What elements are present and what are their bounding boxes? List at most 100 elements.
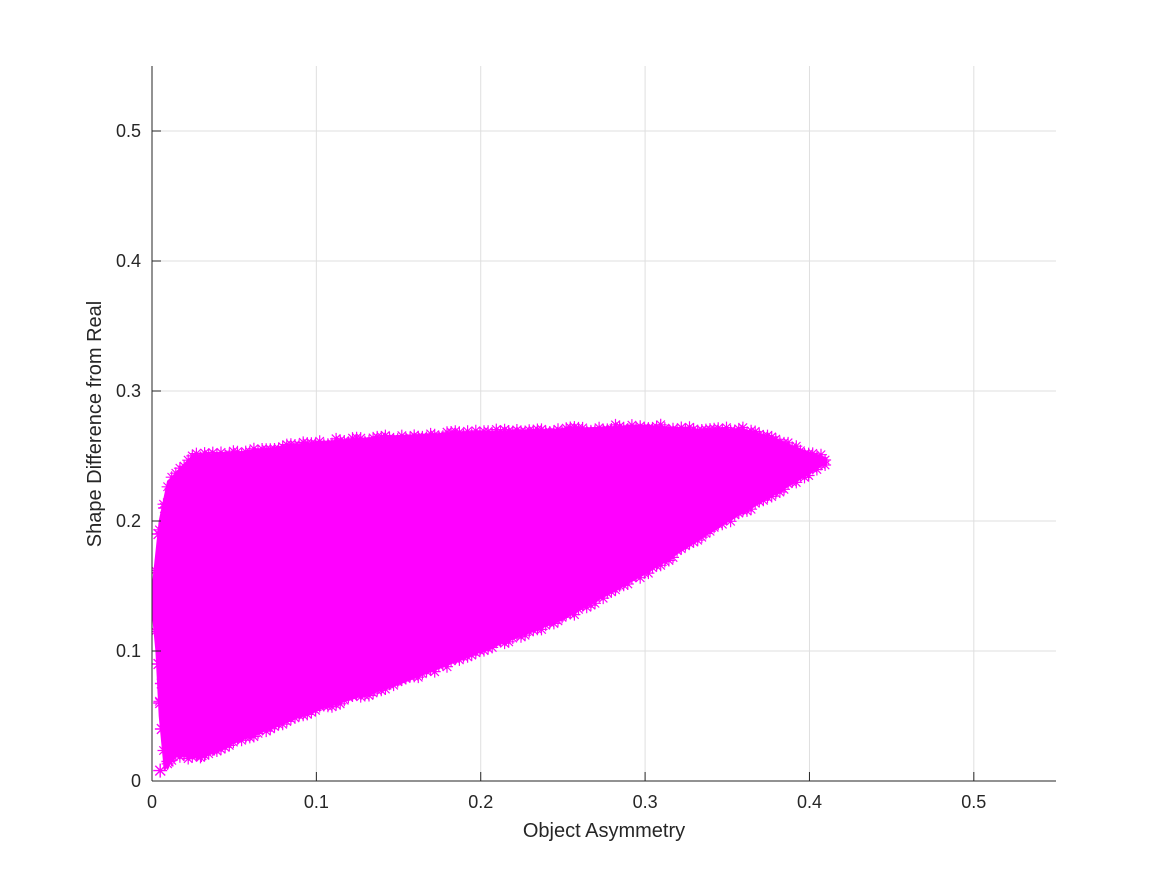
data-point [699, 527, 712, 540]
data-point [490, 636, 503, 649]
data-point [593, 590, 606, 603]
data-point [305, 706, 318, 719]
data-point [625, 419, 638, 432]
data-point [728, 508, 741, 521]
data-point [580, 601, 593, 614]
data-point [194, 748, 209, 762]
data-point [428, 665, 441, 678]
data-point [169, 467, 182, 480]
data-point [219, 741, 232, 754]
data-point [272, 442, 285, 455]
data-point [152, 579, 164, 593]
data-point [227, 696, 242, 710]
data-point [330, 432, 343, 445]
data-point [161, 480, 174, 493]
data-point [379, 429, 392, 442]
data-point [177, 735, 192, 749]
data-point [469, 424, 482, 437]
data-point [420, 665, 433, 677]
data-point [634, 420, 647, 433]
data-point [153, 523, 166, 536]
data-point [154, 553, 169, 567]
data-point [235, 448, 248, 461]
data-point [424, 663, 437, 676]
data-point [152, 564, 162, 577]
data-point [794, 444, 807, 457]
data-point [194, 702, 209, 717]
data-point [383, 431, 396, 444]
data-point [650, 420, 663, 433]
data-point [769, 487, 782, 500]
data-point [354, 690, 367, 703]
data-point [819, 459, 832, 471]
axes [151, 66, 1056, 782]
data-point [687, 423, 700, 436]
data-point [197, 728, 212, 743]
data-point [745, 424, 758, 437]
data-point [749, 425, 762, 438]
data-point [164, 631, 179, 645]
data-point [342, 691, 355, 704]
data-point [383, 678, 396, 691]
data-point [482, 425, 495, 438]
data-point [173, 750, 186, 763]
data-point [593, 421, 606, 434]
data-point [289, 711, 301, 724]
data-point [675, 542, 688, 555]
data-point [790, 476, 803, 489]
data-point [736, 421, 749, 434]
data-point [330, 698, 343, 711]
x-tick-label: 0.5 [961, 792, 986, 812]
data-point [510, 628, 523, 641]
data-point [691, 424, 704, 437]
data-point [798, 471, 811, 484]
data-point [519, 425, 532, 438]
data-point [326, 700, 338, 713]
data-point [547, 617, 560, 630]
data-point [773, 486, 786, 498]
data-point [153, 763, 168, 778]
data-point [753, 428, 766, 441]
data-point [305, 437, 318, 450]
data-point [177, 618, 192, 632]
data-point [210, 715, 225, 730]
data-point [732, 507, 745, 520]
data-point [469, 646, 482, 659]
data-point [416, 667, 429, 680]
data-point [367, 687, 380, 699]
data-point [445, 426, 458, 438]
data-point [761, 491, 774, 504]
data-point [560, 422, 573, 435]
data-point [157, 744, 170, 757]
data-point [154, 676, 169, 691]
data-point [662, 424, 675, 437]
data-point [161, 754, 176, 769]
y-tick-label: 0.4 [116, 251, 141, 271]
data-point [436, 659, 449, 671]
data-point [174, 715, 189, 730]
data-point [498, 637, 511, 650]
data-point [745, 503, 758, 516]
scatter-region [152, 424, 828, 772]
data-point [363, 689, 375, 702]
data-point [301, 708, 314, 721]
data-point [408, 429, 421, 442]
data-point [152, 625, 162, 638]
data-point [375, 430, 388, 443]
data-point [691, 534, 704, 547]
data-point [186, 750, 199, 763]
data-point [782, 477, 795, 490]
data-point [293, 439, 306, 452]
data-point [284, 438, 297, 451]
data-point [732, 422, 745, 435]
data-point [399, 672, 412, 685]
data-point [802, 469, 815, 482]
data-point [671, 424, 684, 436]
data-point [182, 752, 195, 765]
data-point [597, 592, 610, 605]
data-point [576, 599, 589, 612]
data-point [207, 741, 222, 756]
data-point [276, 718, 289, 731]
y-axis-label: Shape Difference from Real [84, 301, 106, 547]
data-point [613, 420, 626, 433]
